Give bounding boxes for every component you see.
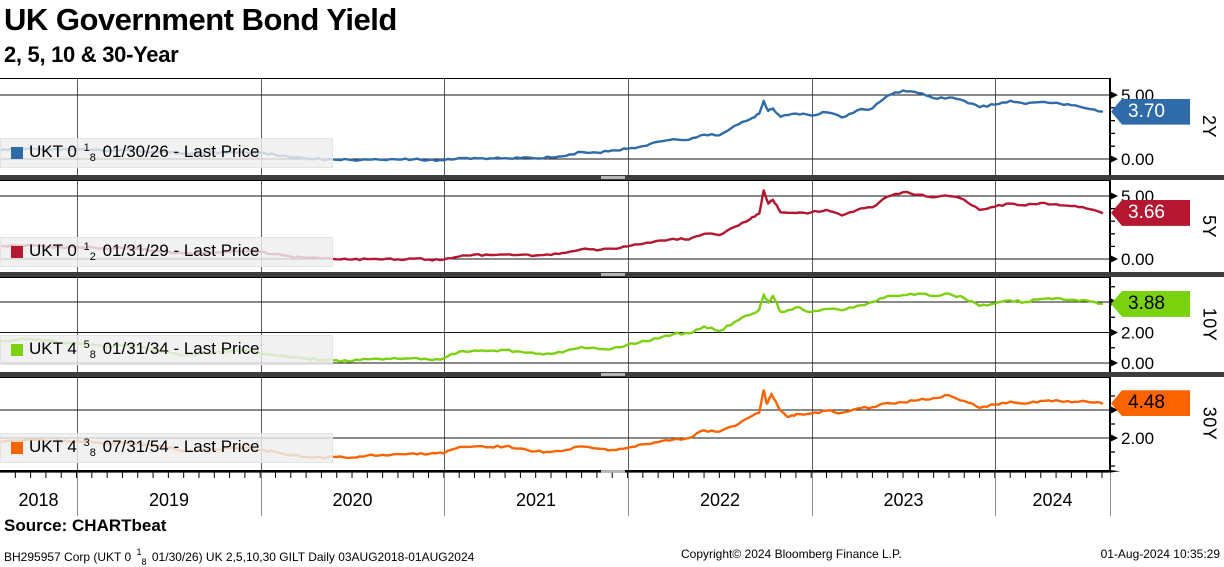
x-tick-label-2022: 2022 [700, 490, 740, 510]
x-tick-label-2019: 2019 [149, 490, 189, 510]
legend-swatch-icon [11, 442, 23, 454]
axis-title-text: 5Y [1199, 214, 1220, 238]
tick-arrow [1110, 328, 1118, 337]
last-price-tag-30y[interactable]: 4.48 [1111, 390, 1190, 417]
source-label: Source: CHARTbeat [4, 516, 167, 535]
page-subtitle: 2, 5, 10 & 30-Year [4, 42, 179, 67]
x-tick-label-2018: 2018 [18, 490, 58, 510]
x-tick-label-2020: 2020 [332, 490, 372, 510]
legend-swatch-icon [11, 344, 23, 356]
footer-bar: BH295957 Corp (UKT 0 18 01/30/26) UK 2,5… [0, 547, 1224, 567]
y-tick-label: 0.00 [1121, 354, 1154, 372]
legend-5y[interactable]: UKT 0 12 01/31/29 - Last Price [0, 237, 333, 267]
last-price-tag-2y[interactable]: 3.70 [1111, 98, 1190, 125]
footer-timestamp: 01-Aug-2024 10:35:29 [1100, 547, 1220, 561]
chart-panel-5y[interactable]: 5.00 0.00 UKT 0 12 01/31/29 - Last Price 3.… [0, 180, 1224, 272]
divider-handle-icon[interactable] [601, 273, 625, 276]
footer-security-info: BH295957 Corp (UKT 0 18 01/30/26) UK 2,5… [4, 547, 475, 567]
legend-2y[interactable]: UKT 0 18 01/30/26 - Last Price [0, 138, 333, 168]
axis-title-10y: 10Y [1194, 277, 1224, 372]
divider-handle-icon[interactable] [601, 373, 625, 376]
axis-title-text: 10Y [1199, 307, 1220, 342]
legend-label: UKT 0 18 01/30/26 - Last Price [29, 142, 260, 164]
time-axis[interactable]: 2018 2019 2020 2021 2022 2023 2024 [0, 470, 1224, 516]
axis-title-30y: 30Y [1194, 377, 1224, 470]
legend-label: UKT 4 38 07/31/54 - Last Price [29, 437, 260, 459]
axis-handle-icon[interactable] [601, 470, 625, 473]
y-tick-label: 2.00 [1121, 429, 1154, 448]
legend-swatch-icon [11, 246, 23, 258]
panel-divider[interactable] [0, 272, 1224, 277]
footer-copyright: Copyright© 2024 Bloomberg Finance L.P. [681, 547, 902, 561]
fraction: 18 [83, 142, 96, 164]
panel-divider[interactable] [0, 175, 1224, 180]
x-tick-label-2024: 2024 [1032, 490, 1072, 510]
y-tick-label: 2.00 [1121, 324, 1154, 343]
x-tick-label-2021: 2021 [516, 490, 556, 510]
legend-30y[interactable]: UKT 4 38 07/31/54 - Last Price [0, 433, 333, 463]
y-tick-label: 0.00 [1121, 250, 1154, 269]
x-tick-label-2023: 2023 [883, 490, 923, 510]
last-price-tag-5y[interactable]: 3.66 [1111, 199, 1190, 226]
y-tick-label: 0.00 [1121, 150, 1154, 169]
tick-arrow [1110, 359, 1118, 367]
last-price-tag-10y[interactable]: 3.88 [1111, 290, 1190, 317]
tick-arrow [1110, 155, 1118, 163]
axis-title-text: 30Y [1199, 406, 1220, 441]
tick-arrow [1110, 406, 1118, 414]
panel-divider[interactable] [0, 372, 1224, 377]
fraction: 18 [136, 547, 147, 567]
tick-arrow [1110, 255, 1118, 263]
axis-title-text: 2Y [1199, 114, 1220, 139]
divider-handle-icon[interactable] [601, 176, 625, 179]
axis-title-5y: 5Y [1194, 180, 1224, 272]
tick-arrow [1110, 192, 1118, 200]
legend-label: UKT 0 12 01/31/29 - Last Price [29, 241, 260, 263]
legend-10y[interactable]: UKT 4 58 01/31/34 - Last Price [0, 335, 333, 365]
page-title: UK Government Bond Yield [4, 2, 397, 37]
fraction: 12 [83, 241, 96, 263]
chart-panel-2y[interactable]: 5.00 0.00 UKT 0 18 01/30/26 - Last Price 3.… [0, 78, 1224, 175]
legend-label: UKT 4 58 01/31/34 - Last Price [29, 339, 260, 361]
axis-title-2y: 2Y [1194, 78, 1224, 175]
fraction: 38 [83, 437, 96, 459]
tick-arrow [1110, 434, 1118, 442]
legend-swatch-icon [11, 147, 23, 159]
fraction: 58 [83, 339, 96, 361]
tick-arrow [1110, 91, 1118, 99]
